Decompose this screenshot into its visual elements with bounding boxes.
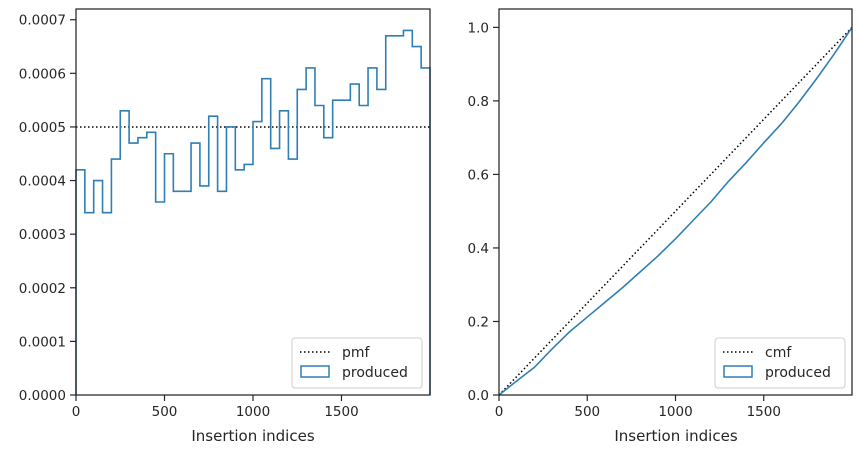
pmf-y-tick-label: 0.0004 <box>19 174 66 190</box>
cmf-x-tick-label: 0 <box>495 404 504 420</box>
pmf-x-tick-label: 1500 <box>324 404 358 420</box>
pmf-x-tick-label: 0 <box>72 404 81 420</box>
pmf-y-tick-label: 0.0002 <box>19 281 66 297</box>
cmf-x-axis-label: Insertion indices <box>614 427 737 445</box>
cmf-legend-label-produced: produced <box>765 365 831 381</box>
cmf-x-tick-label: 1500 <box>747 404 781 420</box>
cmf-legend-label-cmf: cmf <box>765 345 792 361</box>
pmf-x-tick-label: 500 <box>152 404 178 420</box>
cmf-y-tick-label: 0.6 <box>468 167 489 183</box>
cmf-x-tick-label: 500 <box>574 404 600 420</box>
cmf-legend-swatch-produced <box>723 365 753 378</box>
pmf-legend-label-pmf: pmf <box>342 345 371 361</box>
cmf-y-tick-label: 0.0 <box>468 388 489 404</box>
pmf-legend-label-produced: produced <box>342 365 408 381</box>
pmf-y-tick-label: 0.0000 <box>19 388 66 404</box>
pmf-chart-panel: 0 500 1000 1500 0.0000 0.0001 0.0002 0.0003 0.00… <box>19 8 431 445</box>
pmf-y-tick-label: 0.0003 <box>19 227 66 243</box>
cmf-legend-box <box>714 337 846 389</box>
pmf-y-tick-label: 0.0005 <box>19 120 66 136</box>
cmf-y-tick-label: 0.8 <box>468 94 489 110</box>
pmf-x-tick-label: 1000 <box>236 404 270 420</box>
cmf-plot-frame <box>498 8 853 396</box>
pmf-legend-box <box>291 337 423 389</box>
cmf-y-tick-label: 0.4 <box>468 241 489 257</box>
cmf-y-tick-label: 0.2 <box>468 314 489 330</box>
pmf-y-tick-label: 0.0006 <box>19 66 66 82</box>
pmf-y-tick-label: 0.0007 <box>19 13 66 29</box>
cmf-series-produced <box>498 26 853 396</box>
cmf-chart-panel: 0 500 1000 1500 0.0 0.2 0.4 0.6 0.8 1.0 Insertion… <box>468 8 853 445</box>
pmf-y-tick-label: 0.0001 <box>19 334 66 350</box>
pmf-x-axis-label: Insertion indices <box>191 427 314 445</box>
pmf-series-produced <box>75 29 431 395</box>
cmf-x-tick-label: 1000 <box>658 404 692 420</box>
cmf-legend: cmf produced <box>714 337 846 389</box>
pmf-legend: pmf produced <box>291 337 423 389</box>
pmf-plot-frame <box>75 8 431 396</box>
cmf-y-tick-label: 1.0 <box>468 20 489 36</box>
cmf-series-cmf <box>498 26 853 396</box>
pmf-legend-swatch-produced <box>300 365 330 378</box>
